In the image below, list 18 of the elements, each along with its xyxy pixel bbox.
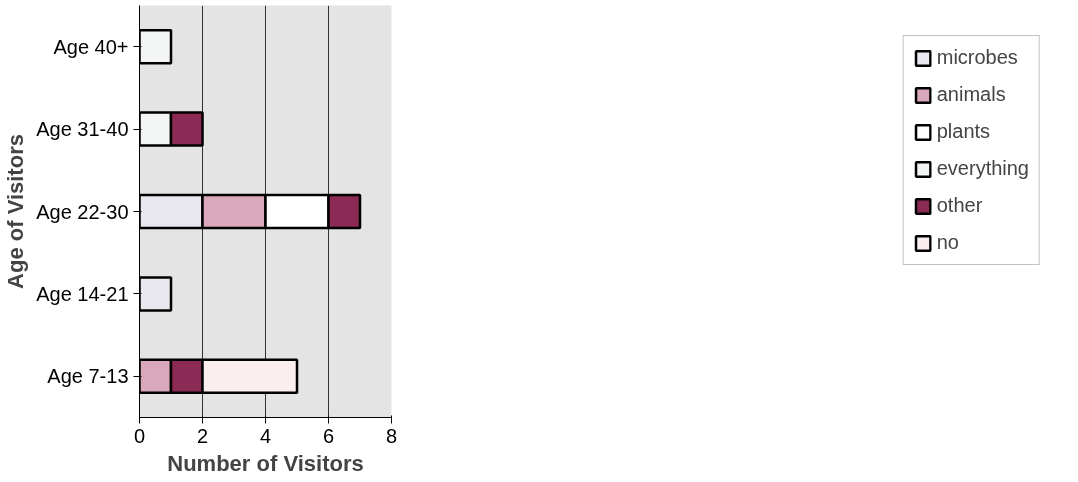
y-tick-label: Age 31-40 <box>36 118 129 141</box>
legend-label: everything <box>936 157 1029 180</box>
legend-label: no <box>936 231 959 254</box>
y-tick-label: Age 22-30 <box>36 200 129 223</box>
y-tick-label: Age 7-13 <box>47 365 129 388</box>
x-axis-title: Number of Visitors <box>167 450 364 476</box>
x-tick-label: 2 <box>196 424 209 447</box>
y-axis-title: Age of Visitors <box>3 134 29 289</box>
x-tick-label: 4 <box>259 424 272 447</box>
y-tick-label: Age 14-21 <box>36 282 129 305</box>
legend-label: plants <box>936 120 991 143</box>
x-tick-label: 0 <box>133 424 146 447</box>
legend-label: microbes <box>936 46 1018 69</box>
legend-label: other <box>936 194 983 217</box>
x-tick-label: 6 <box>322 424 335 447</box>
legend-label: animals <box>936 83 1006 106</box>
x-tick-label: 8 <box>385 424 398 447</box>
y-tick-label: Age 40+ <box>53 35 129 58</box>
